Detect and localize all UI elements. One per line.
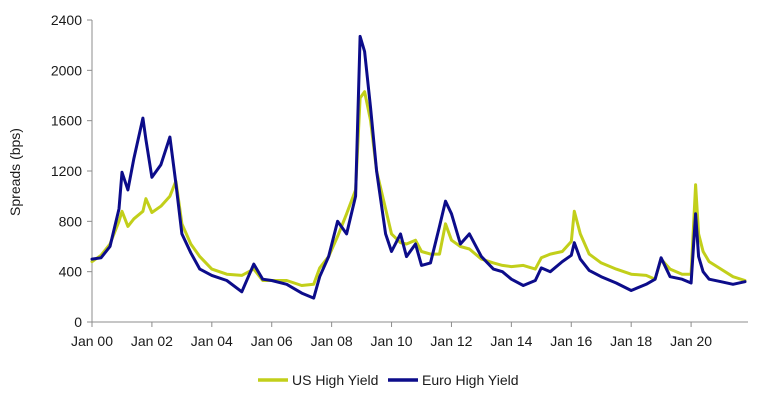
y-tick-label: 1600 <box>51 113 82 129</box>
legend-label: Euro High Yield <box>422 372 519 388</box>
legend: US High Yield Euro High Yield <box>258 372 519 388</box>
x-tick-label: Jan 20 <box>670 333 712 349</box>
y-tick-label: 800 <box>59 213 83 229</box>
x-tick-label: Jan 04 <box>191 333 233 349</box>
x-tick-label: Jan 02 <box>131 333 173 349</box>
x-tick-label: Jan 10 <box>371 333 413 349</box>
x-tick-label: Jan 00 <box>71 333 113 349</box>
y-tick-label: 2400 <box>51 12 82 28</box>
y-tick-label: 1200 <box>51 163 82 179</box>
x-tick-label: Jan 12 <box>430 333 472 349</box>
series-line-euro-high-yield <box>90 34 747 300</box>
x-tick-label: Jan 14 <box>490 333 532 349</box>
y-axis-title: Spreads (bps) <box>7 128 23 216</box>
x-tick-label: Jan 08 <box>311 333 353 349</box>
x-tick-label: Jan 16 <box>550 333 592 349</box>
legend-label: US High Yield <box>292 372 378 388</box>
axes: 0 400 800 1200 1600 2000 2400 Jan 00 Jan 02 Jan 0… <box>51 12 748 349</box>
y-tick-label: 2000 <box>51 62 82 78</box>
x-tick-label: Jan 18 <box>610 333 652 349</box>
x-tick-label: Jan 06 <box>251 333 293 349</box>
series-lines <box>90 34 747 300</box>
y-tick-label: 0 <box>74 314 82 330</box>
y-tick-label: 400 <box>59 264 83 280</box>
